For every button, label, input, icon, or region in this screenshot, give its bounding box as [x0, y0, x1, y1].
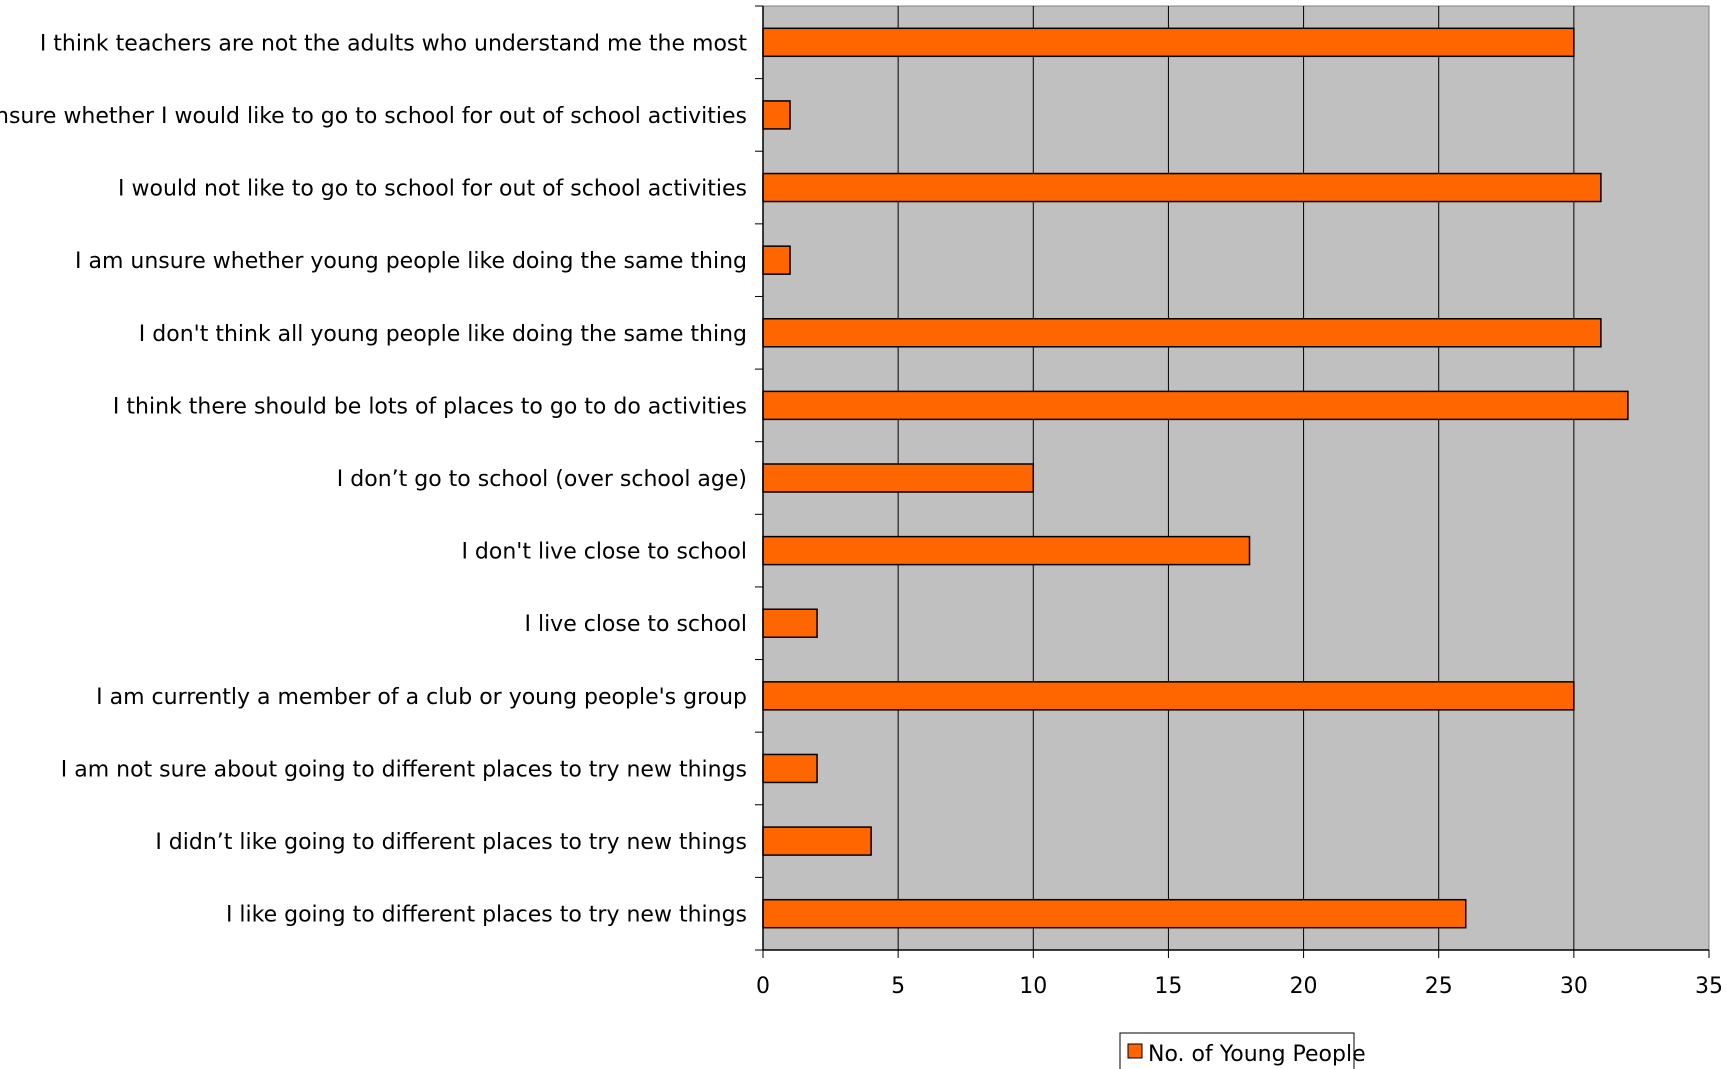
category-label: I live close to school [524, 612, 747, 637]
category-labels: I think teachers are not the adults who … [0, 31, 747, 927]
bar [762, 172, 1602, 203]
category-label: I think teachers are not the adults who … [40, 31, 748, 56]
bar [762, 318, 1602, 348]
bar [762, 753, 818, 784]
x-tick-label: 20 [1290, 974, 1318, 999]
bar [762, 898, 1467, 929]
x-tick-label: 0 [756, 974, 770, 999]
category-label: I am unsure whether young people like do… [75, 249, 747, 274]
gridlines [897, 6, 1575, 950]
category-label: I think there should be lots of places t… [113, 394, 747, 419]
x-tick-label: 5 [891, 974, 905, 999]
bar [762, 535, 1251, 566]
bar [762, 100, 791, 130]
bars [762, 27, 1629, 929]
x-tick-label: 35 [1695, 974, 1723, 999]
category-label: I am unsure whether I would like to go t… [0, 104, 747, 129]
category-label: I am not sure about going to different p… [61, 757, 747, 782]
bar [762, 245, 791, 275]
bar [762, 463, 1035, 493]
category-label: I don't live close to school [461, 540, 747, 565]
x-tick-labels: 0 5 10 15 20 25 30 35 [756, 974, 1723, 999]
bar [762, 681, 1575, 711]
legend-box [1119, 1032, 1355, 1069]
y-axis-ticks [755, 5, 763, 951]
category-label: I didn’t like going to different places … [155, 830, 747, 855]
category-label: I would not like to go to school for out… [118, 177, 747, 202]
x-tick-label: 10 [1019, 974, 1047, 999]
x-axis-ticks [762, 950, 1710, 958]
legend: No. of Young People [1119, 1032, 1366, 1069]
category-label: I like going to different places to try … [226, 903, 747, 928]
category-label: I don’t go to school (over school age) [337, 467, 747, 492]
legend-swatch [1127, 1043, 1143, 1059]
x-tick-label: 30 [1560, 974, 1588, 999]
x-tick-label: 25 [1425, 974, 1453, 999]
legend-label: No. of Young People [1148, 1042, 1366, 1067]
category-label: I am currently a member of a club or you… [96, 685, 747, 710]
bar [762, 608, 818, 638]
bar [762, 390, 1629, 421]
bar [762, 27, 1575, 58]
axes [762, 6, 1709, 951]
x-tick-label: 15 [1154, 974, 1182, 999]
bar [762, 826, 872, 856]
category-label: I don't think all young people like doin… [139, 322, 747, 347]
